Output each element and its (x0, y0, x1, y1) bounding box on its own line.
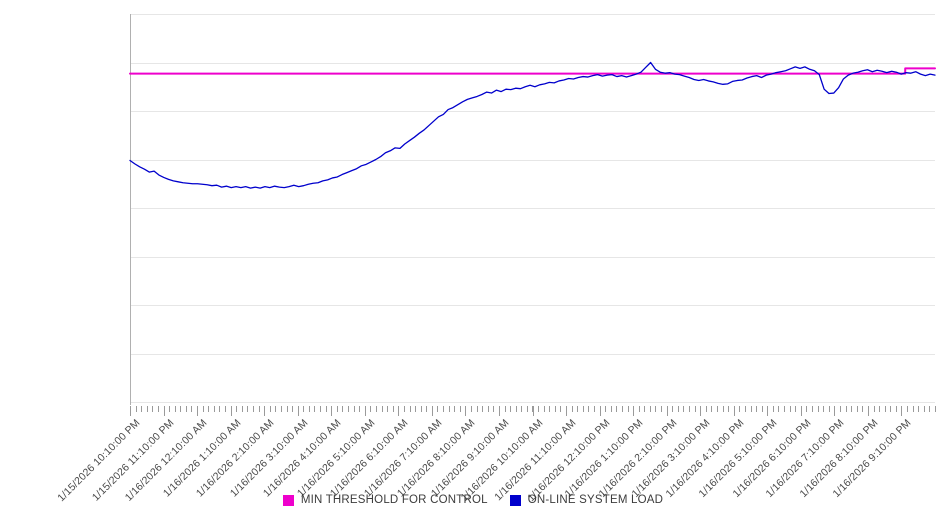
series-line-2 (129, 61, 936, 189)
legend-item[interactable]: ON-LINE SYSTEM LOAD (509, 494, 664, 506)
legend-color-swatch (509, 494, 521, 506)
data-series (129, 61, 936, 189)
legend-label: ON-LINE SYSTEM LOAD (527, 494, 664, 506)
chart-legend: MIN THRESHOLD FOR CONTROL ON-LINE SYSTEM … (0, 494, 946, 506)
x-axis-ticks (130, 406, 936, 416)
series-line-1 (129, 67, 936, 75)
gridlines (130, 14, 935, 403)
legend-color-swatch (282, 494, 294, 506)
legend-item[interactable]: MIN THRESHOLD FOR CONTROL (282, 494, 488, 506)
legend-label: MIN THRESHOLD FOR CONTROL (300, 494, 488, 506)
